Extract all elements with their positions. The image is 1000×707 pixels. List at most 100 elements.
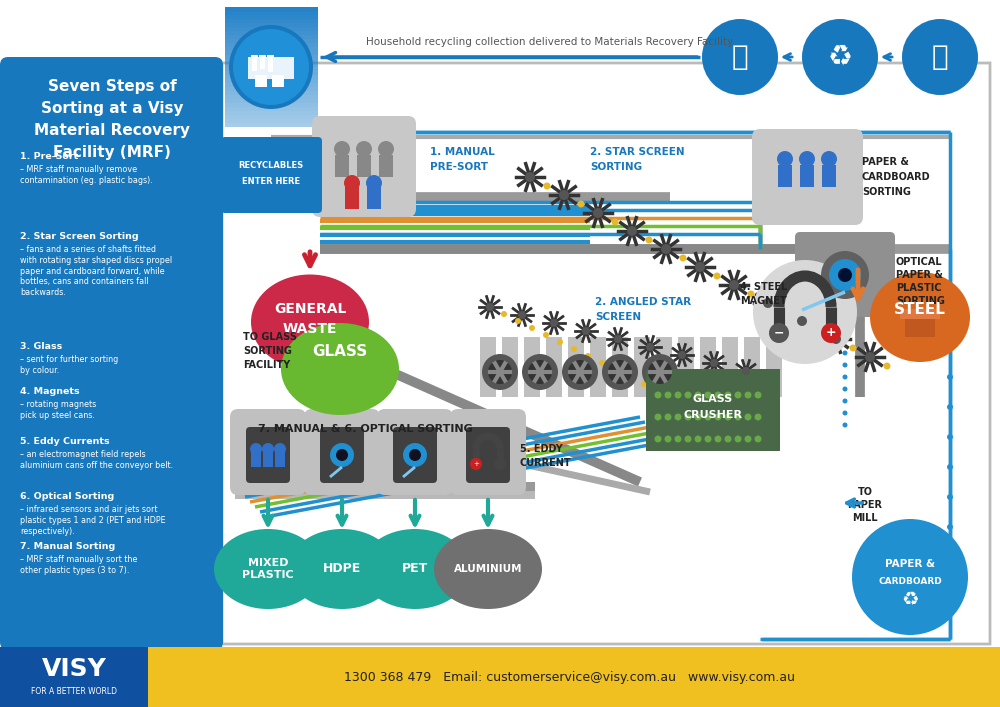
Bar [367,187,381,209]
Bar [357,155,371,177]
Text: PAPER &: PAPER & [862,157,909,167]
Bar [225,63,318,67]
Circle shape [482,354,518,390]
Circle shape [612,218,618,226]
FancyBboxPatch shape [230,409,306,495]
Text: VISY: VISY [42,657,106,681]
Bar [225,51,318,55]
Bar [379,155,393,177]
Text: +: + [826,327,836,339]
Circle shape [711,416,717,422]
Text: – rotating magnets
pick up steel cans.: – rotating magnets pick up steel cans. [20,400,96,420]
Circle shape [831,334,841,344]
Bar [225,115,318,119]
Text: 4. STEEL: 4. STEEL [740,282,787,292]
Circle shape [744,392,752,399]
Bar [225,27,318,31]
Circle shape [526,173,534,180]
Circle shape [842,411,848,416]
Text: SCREEN: SCREEN [595,312,641,322]
Text: MIXED
PLASTIC: MIXED PLASTIC [242,558,294,580]
Circle shape [522,354,558,390]
Circle shape [947,314,953,320]
Text: CARDBOARD: CARDBOARD [878,576,942,585]
FancyBboxPatch shape [246,427,290,483]
Text: ENTER HERE: ENTER HERE [242,177,300,185]
Circle shape [842,351,848,356]
Circle shape [724,414,732,421]
Circle shape [678,351,686,359]
Circle shape [755,392,762,399]
Text: 3. Glass: 3. Glass [20,342,62,351]
FancyBboxPatch shape [377,409,453,495]
Circle shape [684,436,692,443]
Circle shape [714,392,722,399]
Circle shape [344,175,360,191]
Circle shape [594,209,602,216]
Text: Seven Steps of: Seven Steps of [48,79,176,95]
Circle shape [769,323,789,343]
Bar [272,75,284,87]
Circle shape [842,339,848,344]
Text: MILL: MILL [852,513,878,523]
Circle shape [409,449,421,461]
Bar [225,35,318,39]
Circle shape [674,392,682,399]
Circle shape [734,414,742,421]
Text: ♻: ♻ [901,590,919,609]
Bar [225,67,318,71]
Circle shape [755,436,762,443]
Circle shape [748,291,755,298]
Bar [225,47,318,51]
Circle shape [330,443,354,467]
Bar [225,55,318,59]
Text: – sent for further sorting
by colour.: – sent for further sorting by colour. [20,355,118,375]
Text: 7. Manual Sorting: 7. Manual Sorting [20,542,115,551]
Bar [225,59,318,63]
Circle shape [664,392,672,399]
Circle shape [525,172,535,182]
Circle shape [585,353,591,359]
Bar [225,7,318,11]
Text: – infrared sensors and air jets sort
plastic types 1 and 2 (PET and HDPE
respect: – infrared sensors and air jets sort pla… [20,505,166,535]
Circle shape [724,392,732,399]
Text: 1. Pre-Sort: 1. Pre-Sort [20,152,78,161]
Bar [225,83,318,87]
Circle shape [753,260,857,364]
Circle shape [662,245,670,252]
Circle shape [518,311,526,319]
Bar [252,57,257,71]
Circle shape [654,414,662,421]
Circle shape [582,327,590,335]
Circle shape [378,141,394,157]
Circle shape [704,392,712,399]
Bar [800,165,814,187]
Bar [255,75,267,87]
Text: PAPER: PAPER [848,500,883,510]
Circle shape [562,354,598,390]
Circle shape [725,423,731,429]
Circle shape [744,414,752,421]
Text: 6. Optical Sorting: 6. Optical Sorting [20,492,114,501]
Circle shape [777,151,793,167]
Bar [225,99,318,103]
Circle shape [730,281,738,288]
Circle shape [734,392,742,399]
Circle shape [724,436,732,443]
Circle shape [250,443,262,455]
Circle shape [646,343,654,351]
Bar [225,103,318,107]
Bar [822,165,836,187]
Circle shape [550,319,558,327]
Circle shape [763,298,773,308]
Text: TO GLASS: TO GLASS [243,332,297,342]
Circle shape [829,259,861,291]
Circle shape [571,346,577,352]
Circle shape [765,300,772,307]
Circle shape [683,402,689,408]
Circle shape [714,414,722,421]
Circle shape [568,360,592,384]
Circle shape [674,436,682,443]
Circle shape [488,360,512,384]
Circle shape [714,272,720,279]
